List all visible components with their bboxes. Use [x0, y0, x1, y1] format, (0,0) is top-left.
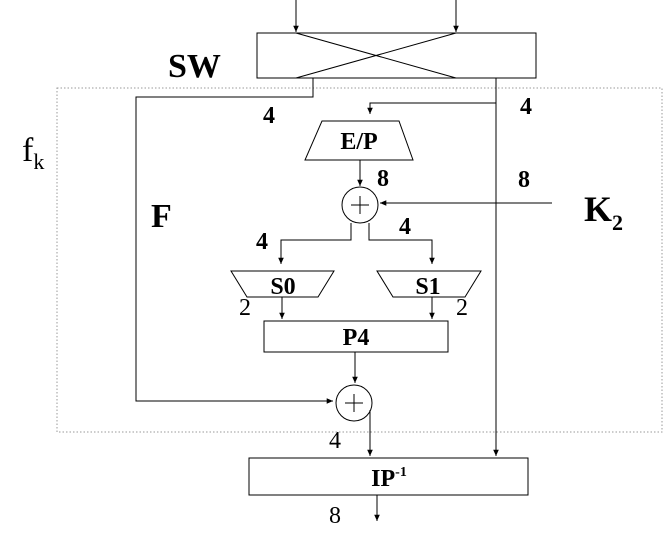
- ip-inverse-box: [248, 457, 529, 496]
- xor-output-width: 4: [329, 428, 341, 454]
- left-branch-line: [135, 78, 333, 404]
- ep-block: [304, 120, 414, 161]
- ip-inverse-label: IP-1: [371, 465, 407, 492]
- s1-output-width: 2: [456, 295, 468, 321]
- ep-input-line: [367, 102, 496, 114]
- s1-input-width: 4: [399, 214, 411, 240]
- p4-label: P4: [343, 325, 370, 351]
- s0-input-width: 4: [256, 229, 268, 255]
- s0-label: S0: [270, 274, 295, 300]
- s1-block: [376, 270, 482, 298]
- s0-output-width: 2: [239, 295, 251, 321]
- s0-block: [230, 270, 335, 298]
- f-function-label: F: [151, 198, 172, 235]
- s1-label: S1: [415, 274, 440, 300]
- fk-label: fk: [22, 132, 44, 174]
- ep-output-width: 8: [377, 166, 389, 192]
- p4-box: [263, 320, 449, 353]
- xor-to-s0-line: [278, 223, 352, 264]
- left-branch-width: 4: [263, 103, 275, 129]
- sw-box: [256, 32, 537, 79]
- key-label: K2: [584, 189, 623, 235]
- sw-label: SW: [168, 48, 221, 85]
- sw-cross-line: [295, 32, 457, 79]
- right-branch-width: 4: [520, 94, 532, 120]
- fk-boundary: [56, 87, 663, 433]
- xor-to-s1-line: [368, 223, 435, 264]
- final-output-width: 8: [329, 503, 341, 529]
- ep-label: E/P: [340, 129, 377, 155]
- key-input-width: 8: [518, 167, 530, 193]
